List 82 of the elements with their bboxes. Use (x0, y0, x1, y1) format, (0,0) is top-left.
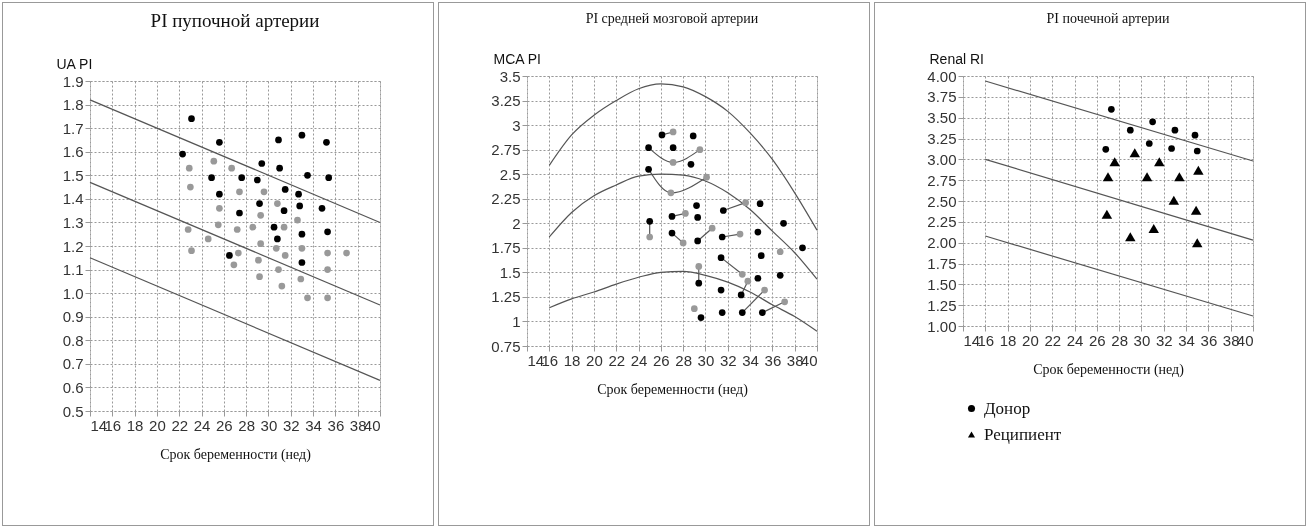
x-tick-label: 22 (170, 416, 188, 434)
y-tick-label: 1.2 (62, 237, 83, 255)
y-tick-label: 1.25 (927, 296, 957, 314)
x-tick-label: 34 (1178, 331, 1195, 349)
y-tick-label: 2.5 (499, 165, 521, 183)
x-tick-label: 20 (148, 416, 166, 434)
x-tick-label: 22 (608, 351, 626, 369)
y-tick-label: 1.75 (927, 255, 957, 272)
y-tick-label: 3.5 (499, 67, 521, 85)
chart-title: PI средней мозговой артерии (585, 11, 759, 26)
y-tick-label: 1.6 (62, 143, 83, 161)
y-tick-label: 1.8 (62, 96, 83, 114)
y-tick-label: 1.9 (62, 72, 83, 90)
x-tick-label: 24 (193, 416, 210, 434)
y-tick-label: 3.50 (927, 109, 957, 127)
chart-title: PI почечной артерии (1046, 11, 1170, 26)
x-tick-label: 32 (719, 351, 737, 369)
y-tick-label: 1.0 (62, 284, 83, 302)
y-axis-title: Renal RI (929, 50, 984, 67)
x-tick-label: 20 (1022, 331, 1039, 349)
x-tick-label: 28 (675, 351, 692, 369)
x-tick-label: 14 (90, 416, 107, 434)
x-tick-label: 32 (282, 416, 300, 434)
y-tick-label: 1.1 (62, 261, 83, 279)
chart-title: PI пупочной артерии (150, 10, 319, 31)
y-tick-label: 2 (512, 214, 521, 232)
x-tick-label: 20 (586, 351, 603, 369)
y-tick-label: 2.00 (927, 234, 957, 252)
y-tick-label: 1.00 (927, 317, 957, 335)
x-tick-label: 24 (630, 351, 648, 369)
y-tick-label: 1.25 (491, 288, 521, 306)
legend-label: Реципиент (984, 424, 1062, 444)
y-tick-label: 0.5 (62, 402, 83, 420)
y-tick-label: 1.5 (62, 166, 83, 184)
y-tick-label: 0.7 (62, 355, 83, 373)
y-tick-label: 1.3 (62, 213, 83, 231)
x-tick-label: 22 (1044, 331, 1062, 349)
y-axis-title: MCA PI (493, 50, 541, 67)
y-tick-label: 0.8 (62, 331, 83, 349)
x-tick-label: 18 (563, 351, 581, 369)
x-tick-label: 32 (1155, 331, 1173, 349)
x-tick-label: 26 (653, 351, 670, 369)
y-tick-label: 4.00 (927, 67, 957, 85)
x-tick-label: 26 (215, 416, 233, 434)
y-tick-label: 3.25 (927, 130, 957, 147)
y-tick-label: 1 (512, 312, 521, 330)
y-tick-label: 2.25 (491, 190, 521, 208)
y-tick-label: 1.4 (62, 190, 83, 208)
x-tick-label: 26 (1089, 331, 1106, 349)
y-tick-label: 0.75 (491, 337, 521, 355)
x-tick-label: 30 (1133, 331, 1151, 349)
x-tick-label: 30 (697, 351, 715, 369)
y-tick-label: 1.50 (927, 275, 957, 293)
x-tick-label: 18 (126, 416, 143, 434)
x-tick-label: 24 (1066, 331, 1084, 349)
x-tick-label: 30 (260, 416, 277, 434)
y-tick-label: 2.75 (491, 141, 521, 159)
legend-label: Донор (984, 398, 1031, 418)
x-tick-label: 34 (742, 351, 759, 369)
x-axis-title: Срок беременности (нед) (597, 381, 749, 398)
y-tick-label: 0.9 (62, 308, 83, 326)
y-axis-title: UA PI (56, 55, 92, 72)
y-tick-label: 3 (512, 116, 521, 134)
x-axis-title: Срок беременности (нед) (159, 446, 311, 463)
x-tick-label: 36 (1200, 331, 1218, 349)
y-tick-label: 2.25 (927, 213, 957, 231)
y-tick-label: 3.75 (927, 88, 957, 106)
y-tick-label: 1.7 (62, 119, 83, 137)
y-tick-label: 1.75 (491, 239, 521, 257)
x-tick-label: 36 (764, 351, 782, 369)
x-axis-title: Срок беременности (нед) (1033, 361, 1185, 378)
y-tick-label: 0.6 (62, 378, 83, 396)
x-tick-label: 28 (237, 416, 255, 434)
y-tick-label: 3.25 (491, 92, 521, 110)
y-tick-label: 2.50 (927, 192, 957, 210)
x-tick-label: 28 (1111, 331, 1128, 349)
x-tick-label: 36 (327, 416, 344, 434)
x-tick-label: 18 (999, 331, 1017, 349)
x-tick-label: 34 (304, 416, 322, 434)
y-tick-label: 3.00 (927, 150, 957, 168)
y-tick-label: 2.75 (927, 171, 957, 189)
y-tick-label: 1.5 (499, 263, 521, 281)
